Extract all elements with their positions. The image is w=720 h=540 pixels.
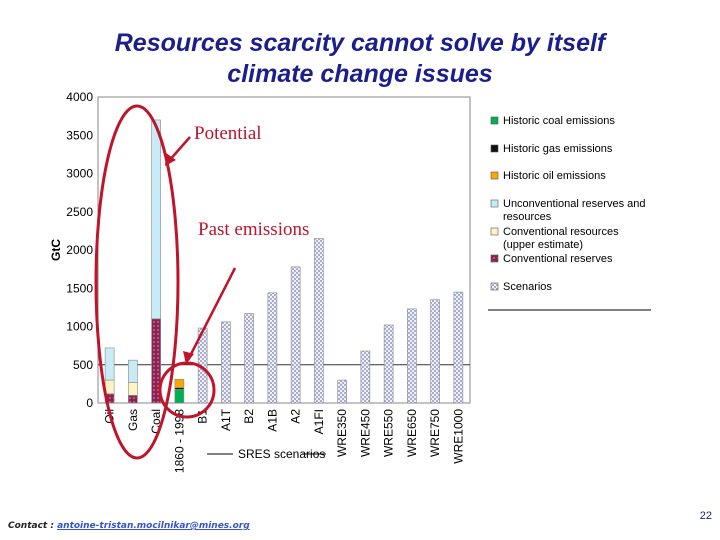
legend-swatch (490, 282, 499, 291)
y-tick-label: 2000 (66, 243, 93, 257)
x-tick-label: A2 (289, 409, 303, 424)
x-tick-label: B1 (196, 409, 210, 424)
legend-label: Scenarios (503, 281, 552, 293)
x-tick-label: A1T (219, 408, 233, 431)
bars (104, 119, 464, 404)
legend-label: Conventional resources (503, 226, 619, 238)
legend-label: Unconventional reserves and (503, 198, 645, 210)
legend-swatch (490, 254, 499, 263)
title-line-1: Resources scarcity cannot solve by itsel… (114, 29, 606, 57)
past-emissions-label: Past emissions (198, 219, 309, 240)
potential-ellipse (94, 104, 180, 460)
bar-a1b-6 (267, 292, 278, 404)
bar-wre450-6 (360, 350, 371, 404)
y-tick-label: 3000 (66, 167, 93, 181)
bar-oil-4 (104, 379, 115, 395)
legend-label: Conventional reserves (503, 253, 613, 265)
contact-label: Contact : (8, 521, 54, 531)
legend-label: Historic coal emissions (503, 115, 615, 127)
x-tick-label: WRE550 (382, 409, 396, 457)
title-line-2: climate change issues (227, 60, 493, 88)
sres-group-label: SRES scenarios (207, 447, 326, 461)
past-emissions-ellipse (158, 361, 216, 419)
x-tick-label: WRE650 (405, 409, 419, 457)
legend-swatch (490, 199, 499, 208)
x-tick-label: Gas (126, 409, 140, 431)
x-tick-label: 1860 - 1998 (172, 409, 186, 473)
x-axis: Oil Gas Coal 1860 - 1998 B1 A1T B2 A1B A2 A1FI WRE… (103, 408, 466, 473)
x-tick-label: WRE350 (335, 409, 349, 457)
y-tick-label: 3500 (66, 128, 93, 142)
bar-gas-5 (128, 395, 138, 404)
legend-swatch (490, 116, 499, 125)
potential-arrowhead (165, 153, 176, 166)
y-tick-label: 2500 (66, 205, 93, 219)
x-tick-label: WRE750 (428, 409, 442, 457)
x-tick-label: WRE450 (358, 409, 372, 457)
y-axis: 0 500 1000 1500 2000 2500 3000 3500 4000 (66, 90, 93, 410)
legend: Historic coal emissions Historic gas emis… (490, 115, 645, 293)
bar-wre1000-6 (453, 291, 464, 404)
past-emissions-arrow (186, 267, 237, 361)
page-number: 22 (699, 510, 712, 522)
x-tick-label: A1B (265, 409, 279, 432)
x-tick-label: A1FI (312, 409, 326, 434)
past-emissions-arrowhead (183, 351, 194, 364)
legend-swatch (490, 171, 499, 180)
y-tick-label: 500 (73, 358, 93, 372)
bar-1860-1998-0 (174, 388, 185, 404)
legend-label: Historic gas emissions (503, 143, 613, 155)
bar-wre650-6 (407, 308, 417, 404)
bar-a2-6 (290, 266, 301, 404)
legend-swatch (490, 227, 499, 236)
bar-a1fi-6 (314, 238, 324, 404)
slide-title: Resources scarcity cannot solve by itsel… (0, 28, 720, 90)
y-tick-label: 0 (86, 396, 93, 410)
potential-label: Potential (194, 123, 262, 144)
bar-oil-3 (104, 347, 115, 381)
bar-wre350-6 (337, 379, 347, 404)
sres-label: SRES scenarios (238, 447, 325, 461)
y-tick-label: 1500 (66, 281, 93, 295)
x-tick-label: B2 (242, 409, 256, 424)
legend-label: resources (503, 211, 552, 223)
bar-b2-6 (244, 313, 254, 404)
contact-email-link[interactable]: antoine-tristan.mocilnikar@mines.org (57, 521, 250, 531)
y-axis-label: GtC (49, 239, 63, 261)
legend-swatch (490, 144, 499, 153)
x-tick-label: WRE1000 (451, 409, 465, 464)
legend-label: Historic oil emissions (503, 170, 606, 182)
bar-wre550-6 (383, 324, 394, 404)
y-tick-label: 4000 (66, 90, 93, 104)
bar-gas-3 (128, 359, 138, 383)
bar-gas-4 (128, 382, 138, 396)
bar-coal-3 (151, 119, 161, 320)
contact-line: Contact : antoine-tristan.mocilnikar@min… (8, 521, 250, 531)
legend-label: (upper estimate) (503, 239, 583, 251)
y-tick-label: 1000 (66, 320, 93, 334)
bar-wre750-6 (430, 299, 440, 404)
bar-1860-1998-2 (174, 378, 185, 389)
bar-a1t-6 (221, 321, 231, 404)
